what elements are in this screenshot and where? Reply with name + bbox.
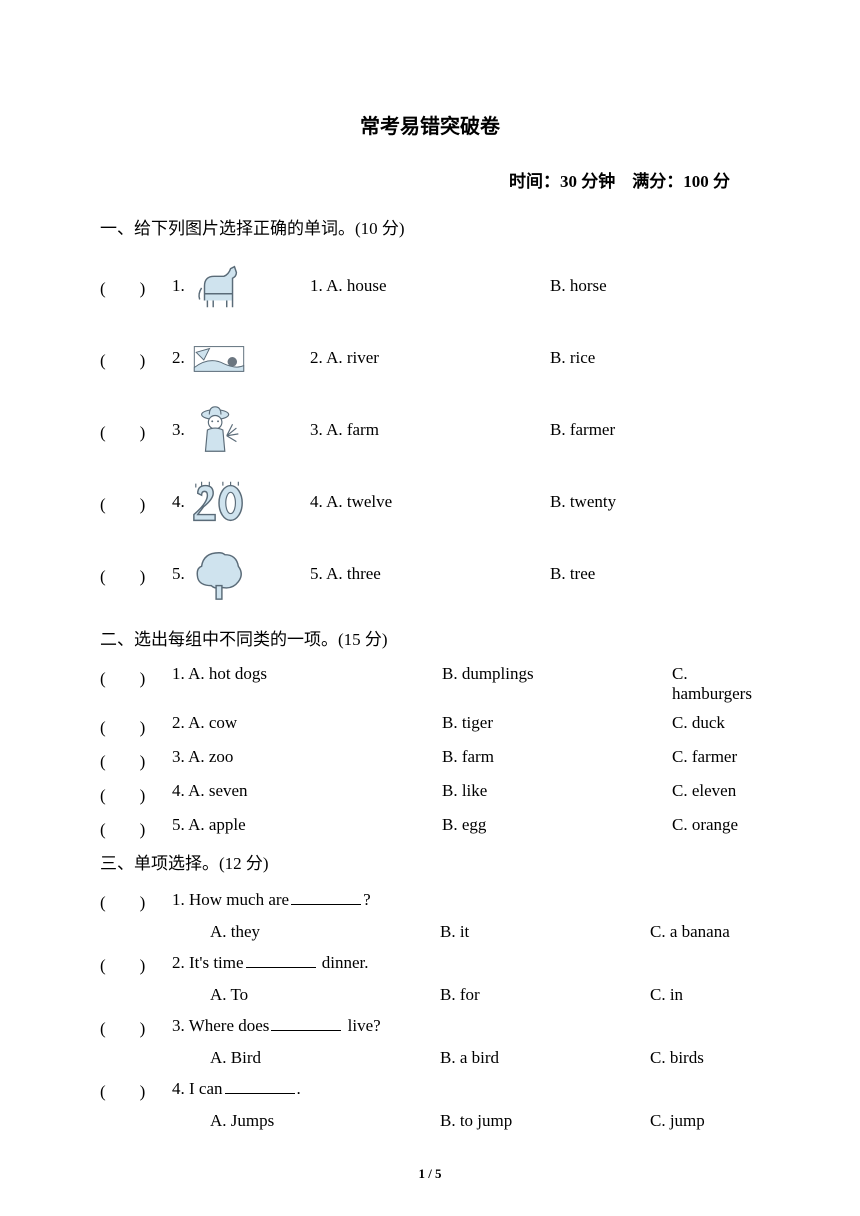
s2-item-1: ( ) 1. A. hot dogs B. dumplings C. hambu… [100, 664, 760, 704]
s1-item-5: ( ) 5. 5. A. three B. tree [100, 541, 760, 607]
twenty-icon [190, 473, 248, 531]
option-c: C. jump [650, 1111, 760, 1131]
image-cell [190, 473, 300, 531]
image-cell [190, 545, 300, 603]
option-b: B. it [440, 922, 650, 942]
tree-icon [190, 545, 248, 603]
image-cell [190, 257, 300, 315]
option-a: A. seven [188, 781, 247, 800]
fill-blank[interactable] [271, 1014, 341, 1031]
image-cell [190, 329, 300, 387]
image-cell [190, 401, 300, 459]
option-a: 1. A. house [310, 276, 550, 296]
option-b: B. horse [550, 276, 760, 296]
answer-blank[interactable]: ( ) [100, 1014, 172, 1039]
time-score: 时间：30 分钟 满分：100 分 [100, 167, 760, 192]
option-c: C. orange [672, 815, 760, 840]
answer-blank[interactable]: ( ) [100, 951, 172, 976]
option-a: A. To [210, 985, 440, 1005]
option-b: B. a bird [440, 1048, 650, 1068]
s2-item-4: ( ) 4. A. seven B. like C. eleven [100, 781, 760, 806]
item-number: 3. [172, 420, 190, 440]
question-text: How much are [189, 890, 289, 909]
answer-blank[interactable]: ( ) [100, 747, 172, 772]
fill-blank[interactable] [291, 888, 361, 905]
question-text: It's time [189, 953, 244, 972]
option-b: B. egg [442, 815, 672, 840]
exam-title: 常考易错突破卷 [100, 110, 760, 139]
option-c: C. hamburgers [672, 664, 760, 704]
s2-item-5: ( ) 5. A. apple B. egg C. orange [100, 815, 760, 840]
s3-item-3-q: ( ) 3. Where does live? [100, 1014, 760, 1039]
option-b: B. to jump [440, 1111, 650, 1131]
section2-heading: 二、选出每组中不同类的一项。(15 分) [100, 625, 760, 650]
option-a: A. they [210, 922, 440, 942]
answer-blank[interactable]: ( ) [100, 781, 172, 806]
option-a: 4. A. twelve [310, 492, 550, 512]
answer-blank[interactable]: ( ) [100, 274, 172, 299]
section1-heading: 一、给下列图片选择正确的单词。(10 分) [100, 214, 760, 239]
option-c: C. farmer [672, 747, 760, 772]
s3-item-1-opts: A. they B. it C. a banana [100, 922, 760, 942]
answer-blank[interactable]: ( ) [100, 418, 172, 443]
fill-blank[interactable] [246, 951, 316, 968]
fill-blank[interactable] [225, 1077, 295, 1094]
option-b: B. rice [550, 348, 760, 368]
answer-blank[interactable]: ( ) [100, 346, 172, 371]
option-c: C. eleven [672, 781, 760, 806]
answer-blank[interactable]: ( ) [100, 888, 172, 913]
answer-blank[interactable]: ( ) [100, 562, 172, 587]
item-number: 2. [172, 348, 190, 368]
option-a: A. cow [188, 713, 237, 732]
s3-item-1-q: ( ) 1. How much are? [100, 888, 760, 913]
item-number: 4. [172, 492, 190, 512]
option-a: 5. A. three [310, 564, 550, 584]
answer-blank[interactable]: ( ) [100, 815, 172, 840]
answer-blank[interactable]: ( ) [100, 1077, 172, 1102]
answer-blank[interactable]: ( ) [100, 490, 172, 515]
option-c: C. in [650, 985, 760, 1005]
option-b: B. twenty [550, 492, 760, 512]
option-b: B. tiger [442, 713, 672, 738]
farmer-icon [190, 401, 248, 459]
s1-item-1: ( ) 1. 1. A. house B. horse [100, 253, 760, 319]
s1-item-4: ( ) 4. 4. A. twelve B. twenty [100, 469, 760, 535]
option-b: B. farm [442, 747, 672, 772]
answer-blank[interactable]: ( ) [100, 664, 172, 704]
option-b: B. farmer [550, 420, 760, 440]
option-a: 3. A. farm [310, 420, 550, 440]
s3-item-4-opts: A. Jumps B. to jump C. jump [100, 1111, 760, 1131]
page-number: 1 / 5 [0, 1166, 860, 1182]
option-c: C. birds [650, 1048, 760, 1068]
option-a: A. apple [188, 815, 246, 834]
s3-item-4-q: ( ) 4. I can. [100, 1077, 760, 1102]
s3-item-2-opts: A. To B. for C. in [100, 985, 760, 1005]
s2-item-3: ( ) 3. A. zoo B. farm C. farmer [100, 747, 760, 772]
answer-blank[interactable]: ( ) [100, 713, 172, 738]
item-number: 1. [172, 276, 190, 296]
s2-item-2: ( ) 2. A. cow B. tiger C. duck [100, 713, 760, 738]
option-b: B. like [442, 781, 672, 806]
s1-item-3: ( ) 3. 3. A. farm B. farmer [100, 397, 760, 463]
option-a: A. hot dogs [188, 664, 267, 683]
option-a: A. zoo [188, 747, 233, 766]
s3-item-2-q: ( ) 2. It's time dinner. [100, 951, 760, 976]
option-b: B. tree [550, 564, 760, 584]
question-text: I can [189, 1079, 223, 1098]
s3-item-3-opts: A. Bird B. a bird C. birds [100, 1048, 760, 1068]
option-a: A. Jumps [210, 1111, 440, 1131]
horse-icon [190, 257, 248, 315]
option-c: C. a banana [650, 922, 760, 942]
option-c: C. duck [672, 713, 760, 738]
s1-item-2: ( ) 2. 2. A. river B. rice [100, 325, 760, 391]
river-icon [190, 329, 248, 387]
question-text: Where does [189, 1016, 270, 1035]
item-number: 5. [172, 564, 190, 584]
option-b: B. dumplings [442, 664, 672, 704]
option-a: 2. A. river [310, 348, 550, 368]
section3-heading: 三、单项选择。(12 分) [100, 849, 760, 874]
option-b: B. for [440, 985, 650, 1005]
option-a: A. Bird [210, 1048, 440, 1068]
